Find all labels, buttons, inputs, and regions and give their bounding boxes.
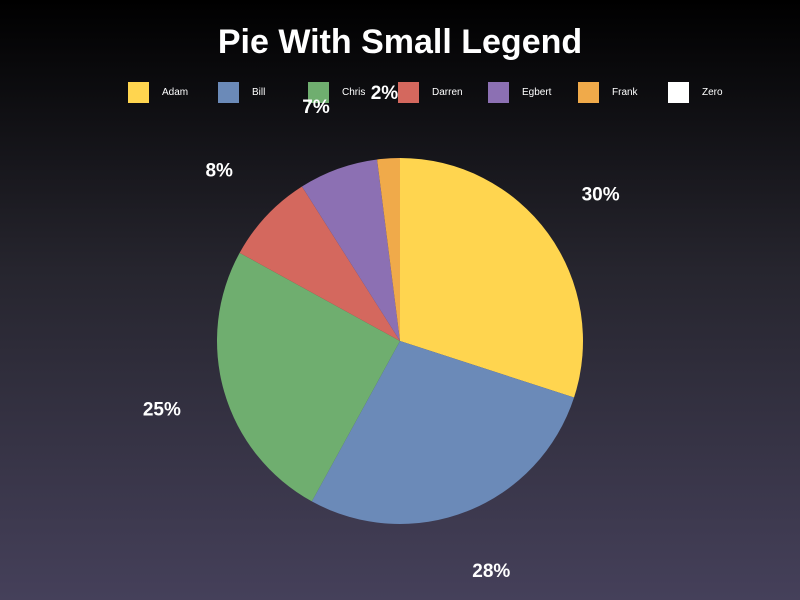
- legend-item-egbert[interactable]: Egbert: [488, 81, 556, 103]
- pie-slice-darren[interactable]: [239, 186, 400, 341]
- legend-swatch-chris: [308, 81, 329, 103]
- legend-swatch-zero: [668, 81, 689, 103]
- legend-label-bill: Bill: [252, 86, 266, 98]
- legend-label-chris: Chris: [342, 86, 366, 98]
- legend-label-zero: Zero: [702, 86, 723, 98]
- legend-label-egbert: Egbert: [522, 86, 552, 98]
- pie-slice-chris[interactable]: [217, 252, 400, 502]
- chart-legend: Adam Bill Chris Darren Egbert Frank Zero: [128, 81, 758, 103]
- pie-slice-bill[interactable]: [311, 341, 575, 524]
- pie-slice-frank[interactable]: [377, 158, 400, 341]
- pie-label-darren: 8%: [205, 161, 233, 182]
- legend-item-zero[interactable]: Zero: [668, 81, 736, 103]
- legend-label-adam: Adam: [162, 86, 189, 98]
- legend-item-frank[interactable]: Frank: [578, 81, 646, 103]
- pie-slice-adam[interactable]: [400, 158, 583, 398]
- legend-label-frank: Frank: [612, 86, 638, 98]
- pie-slice-egbert[interactable]: [301, 159, 400, 341]
- legend-swatch-darren: [398, 81, 419, 103]
- legend-item-darren[interactable]: Darren: [398, 81, 466, 103]
- pie-label-adam: 30%: [582, 185, 620, 206]
- pie-label-chris: 25%: [143, 400, 181, 421]
- chart-title: Pie With Small Legend: [217, 23, 583, 61]
- legend-swatch-egbert: [488, 81, 509, 103]
- legend-swatch-frank: [578, 81, 599, 103]
- pie-label-frank: 2%: [371, 83, 399, 104]
- legend-item-bill[interactable]: Bill: [218, 81, 286, 103]
- pie-label-egbert: 7%: [302, 97, 330, 118]
- legend-label-darren: Darren: [432, 86, 463, 98]
- legend-item-adam[interactable]: Adam: [128, 81, 196, 103]
- legend-swatch-adam: [128, 81, 149, 103]
- legend-item-chris[interactable]: Chris: [308, 81, 376, 103]
- pie-label-bill: 28%: [472, 561, 510, 582]
- legend-swatch-bill: [218, 81, 239, 103]
